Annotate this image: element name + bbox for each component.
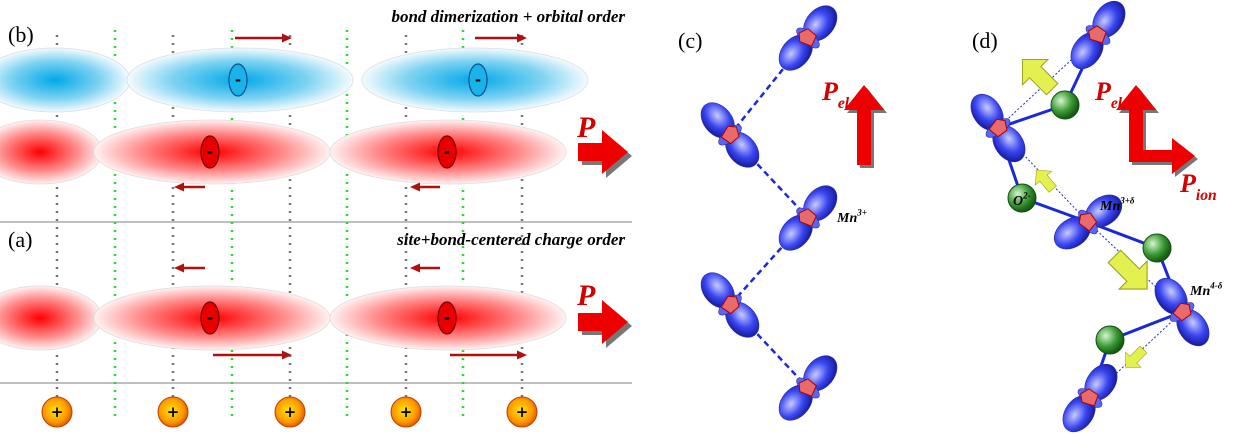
arrow-head [174, 183, 184, 192]
site-label-symbol: Mn [1189, 284, 1210, 299]
mn-site [772, 179, 844, 257]
charge-sign: - [235, 71, 241, 89]
arrow-head [282, 34, 292, 43]
polarization-label: P [576, 111, 596, 144]
panel-title: bond dimerization + orbital order [391, 7, 625, 26]
site-label-superscript: 4-δ [1209, 280, 1222, 290]
ion-sign: + [516, 403, 529, 421]
charge-sign: - [444, 309, 450, 327]
charge-cloud [0, 286, 102, 350]
oxygen [1051, 91, 1079, 119]
polarization-label: P [576, 279, 596, 312]
ion-sign: + [400, 403, 413, 421]
ion-sign: + [51, 403, 64, 421]
panel-label: (c) [678, 28, 702, 53]
polarization-label-symbol: P [1179, 169, 1197, 198]
charge-sign: - [207, 309, 213, 327]
polarization-label: Pel [1094, 77, 1123, 112]
polarization-label-symbol: P [1094, 77, 1112, 106]
mn-site [1064, 0, 1132, 75]
body: - - - - - - + + + + + (b) bond dimerization + orbita… [0, 0, 1249, 434]
site-label: Mn3+ [836, 207, 867, 226]
panel-label: (b) [8, 22, 34, 47]
charge-sign: - [207, 143, 213, 161]
mn-site [1056, 358, 1124, 434]
site-label: Mn3+δ [1099, 195, 1135, 214]
mn-site [772, 349, 844, 427]
polarization-label-symbol: P [821, 77, 839, 106]
mn-site [772, 0, 844, 77]
oxygen-label-symbol: O [1013, 194, 1023, 209]
polarization-arrow [844, 85, 884, 165]
charge-sign: - [444, 143, 450, 161]
arrow-head [410, 264, 420, 273]
site-label-superscript: 3+ [856, 207, 867, 217]
page: Charge and orbital order diagram {"panel… [0, 0, 1249, 434]
arrow-head [174, 264, 184, 273]
polarization-label-subscript: el [838, 95, 850, 112]
site-label-superscript: 3+δ [1119, 195, 1135, 205]
mn-site [694, 266, 766, 344]
charge-cloud [0, 48, 130, 112]
ion-sign: + [284, 403, 297, 421]
polarization-label: Pion [1179, 169, 1217, 204]
polarization-label: Pel [821, 77, 850, 112]
arrow-head [517, 351, 527, 360]
oxygen [1143, 234, 1171, 262]
polarization-label-subscript: ion [1196, 187, 1217, 204]
charge-sign: - [475, 71, 481, 89]
arrow-head [282, 351, 292, 360]
ion-arrow [1118, 342, 1151, 375]
arrow-head [410, 183, 420, 192]
panel-label: (d) [972, 28, 998, 53]
mn-site [964, 88, 1032, 168]
site-label-symbol: Mn [836, 211, 857, 226]
oxygen-label-superscript: 2- [1022, 190, 1031, 200]
mn-site [694, 96, 766, 174]
figure: - - - - - - + + + + + (b) bond dimerization + orbita… [0, 0, 1249, 434]
site-label: Mn4-δ [1189, 280, 1223, 299]
ion-arrow-body [1118, 342, 1151, 375]
site-label-symbol: Mn [1099, 199, 1120, 214]
panel-label: (a) [8, 227, 32, 252]
polarization-label-subscript: el [1111, 95, 1123, 112]
arrow-head [517, 34, 527, 43]
panel-title: site+bond-centered charge order [396, 230, 625, 249]
oxygen [1096, 326, 1124, 354]
ion-sign: + [167, 403, 180, 421]
charge-cloud [0, 120, 102, 184]
